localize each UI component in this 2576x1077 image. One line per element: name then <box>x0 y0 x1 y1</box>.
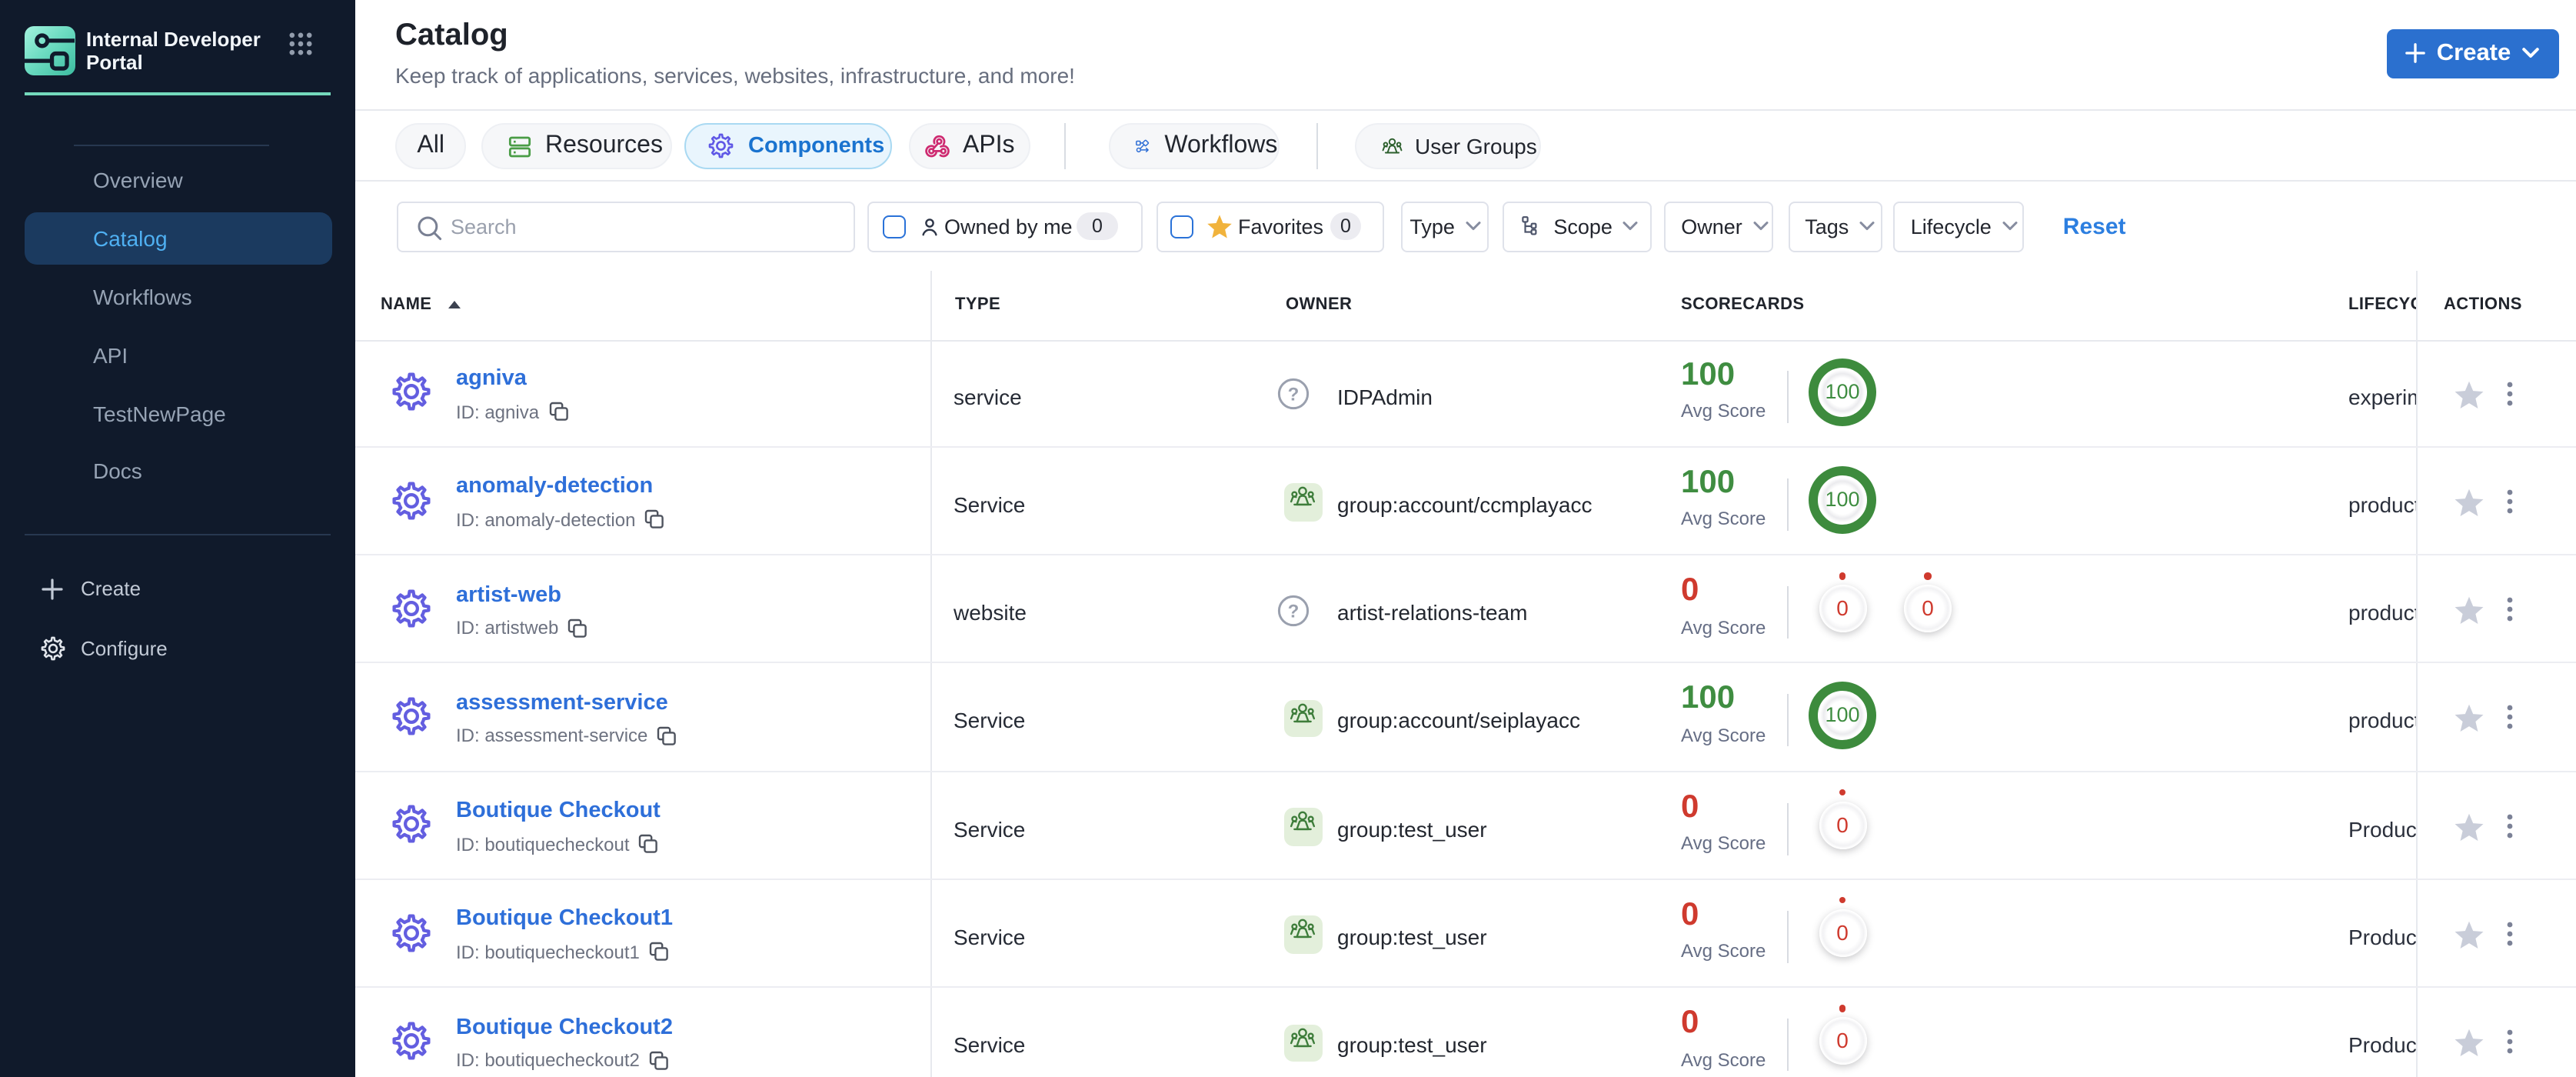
svg-text:?: ? <box>1288 600 1300 621</box>
svg-text:?: ? <box>1288 384 1300 405</box>
